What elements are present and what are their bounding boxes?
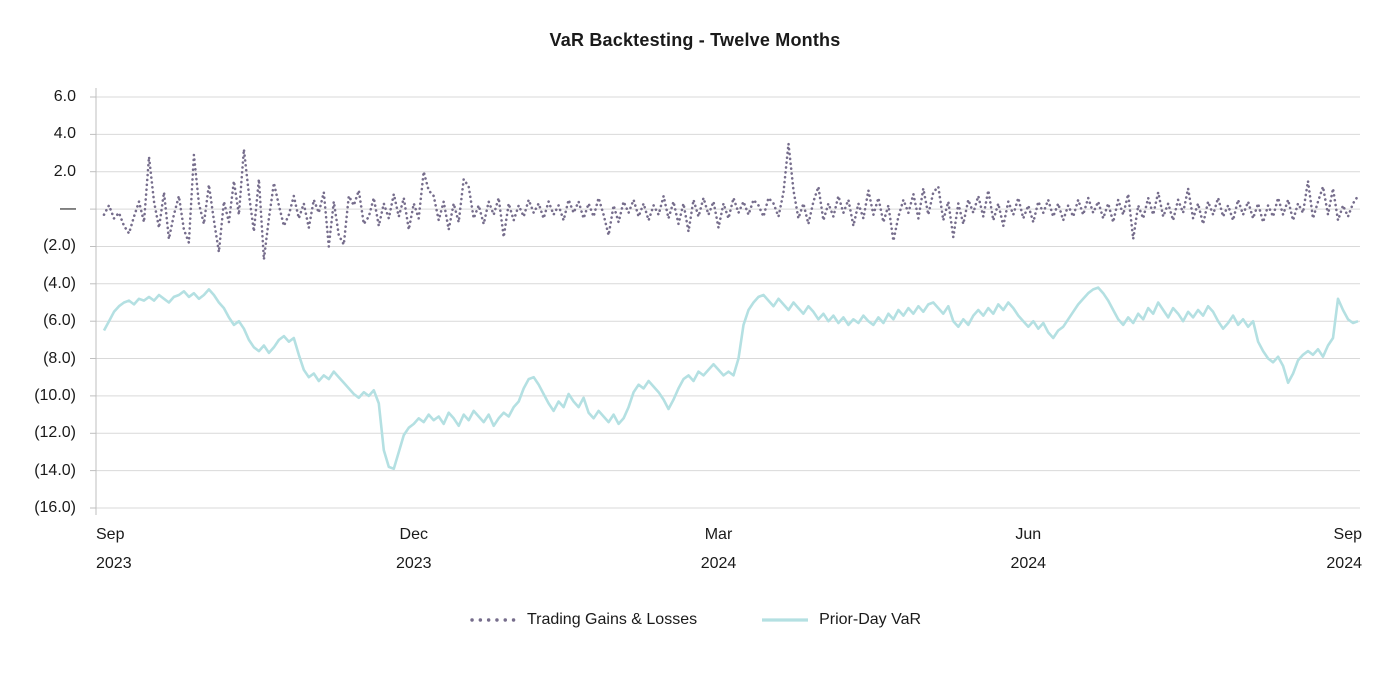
y-axis-label: (2.0) — [43, 237, 76, 255]
x-axis-tick-jun-2024: Jun 2024 — [988, 520, 1068, 578]
y-axis-label: (16.0) — [34, 499, 76, 516]
legend-label-prior-day-var: Prior-Day VaR — [819, 611, 922, 628]
y-axis-label: (4.0) — [43, 274, 76, 292]
y-axis-label: (8.0) — [43, 349, 76, 367]
legend-item-gains-losses: Trading Gains & Losses — [469, 611, 697, 629]
legend-label-gains-losses: Trading Gains & Losses — [526, 611, 698, 628]
x-axis-tick-sep-2023: Sep 2023 — [96, 520, 176, 578]
y-axis-zero-label: — — [60, 200, 76, 218]
x-tick-month: Jun — [1015, 526, 1042, 543]
x-tick-month: Sep — [96, 526, 125, 543]
y-axis-label: 4.0 — [53, 125, 76, 143]
x-tick-month: Sep — [1333, 526, 1362, 543]
x-axis-tick-mar-2024: Mar 2024 — [679, 520, 759, 578]
x-tick-month: Dec — [399, 526, 428, 543]
y-axis-label: 2.0 — [53, 162, 76, 180]
solid-line-sample-icon — [762, 618, 809, 622]
x-axis-tick-sep-2024: Sep 2024 — [1282, 520, 1362, 578]
legend-item-prior-day-var: Prior-Day VaR — [761, 611, 921, 629]
dotted-line-sample-icon — [470, 618, 516, 622]
x-axis-tick-dec-2023: Dec 2023 — [374, 520, 454, 578]
x-tick-year: 2024 — [700, 555, 737, 572]
x-tick-year: 2023 — [395, 555, 432, 572]
y-axis-label: (10.0) — [34, 386, 76, 404]
chart-legend: Trading Gains & Losses Prior-Day VaR — [0, 611, 1390, 629]
y-axis-label: (12.0) — [34, 424, 76, 442]
y-axis-label: (6.0) — [43, 312, 76, 330]
y-axis-label: (14.0) — [34, 461, 76, 479]
x-tick-month: Mar — [704, 526, 733, 543]
chart-title: VaR Backtesting - Twelve Months — [549, 30, 841, 50]
x-tick-year: 2024 — [1326, 555, 1362, 572]
y-axis-label: 6.0 — [53, 88, 76, 105]
x-tick-year: 2024 — [1010, 555, 1047, 572]
x-tick-year: 2023 — [96, 555, 132, 572]
